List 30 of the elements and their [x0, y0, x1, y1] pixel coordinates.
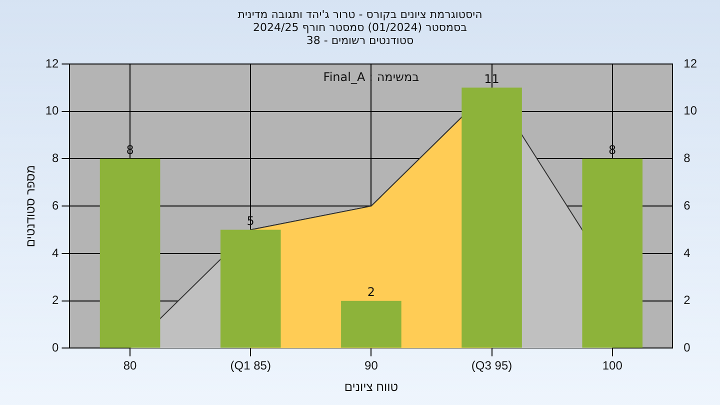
y-tick-label: 10: [45, 104, 60, 118]
bar: [341, 300, 402, 348]
y2-tick-label: 6: [684, 198, 691, 212]
y-axis-title: מספר סטודנטים: [24, 165, 38, 248]
y2-tick-label: 2: [684, 293, 691, 308]
y2-tick-label: 10: [684, 104, 698, 118]
x-tick-label: 80: [123, 358, 138, 373]
y-tick-label: 12: [45, 56, 60, 70]
bar: [100, 158, 160, 348]
bar: [582, 158, 643, 348]
chart-subtitle: בסמסטר (01/2024) סמסטר חורף 2024/25 סטודנטים רשומים - 38: [252, 21, 468, 47]
y2-tick-label: 0: [684, 340, 691, 355]
y-tick-label: 0: [52, 340, 60, 355]
y2-tick-label: 8: [684, 151, 691, 166]
x-tick-label: (Q1 85): [230, 358, 271, 373]
x-axis-title: טווח ציונים: [344, 380, 398, 394]
chart-title: היסטוגרמת ציונים בקורס - טרור ג'יהד ותגובה מדינית: [236, 8, 484, 21]
y-tick-label: 8: [52, 151, 60, 166]
annotation: במשימה : Final_A: [323, 70, 420, 84]
bar: [462, 88, 522, 348]
x-tick-label: (Q3 95): [471, 358, 512, 373]
y-tick-label: 6: [52, 198, 60, 212]
bar: [220, 230, 281, 348]
y2-tick-label: 4: [684, 246, 691, 260]
x-tick-label: 100: [602, 358, 623, 373]
y-tick-label: 2: [52, 293, 60, 308]
y2-tick-label: 12: [684, 56, 698, 70]
y-tick-label: 4: [52, 246, 60, 260]
data-label: 2: [367, 284, 376, 299]
x-tick-label: 90: [364, 358, 378, 373]
